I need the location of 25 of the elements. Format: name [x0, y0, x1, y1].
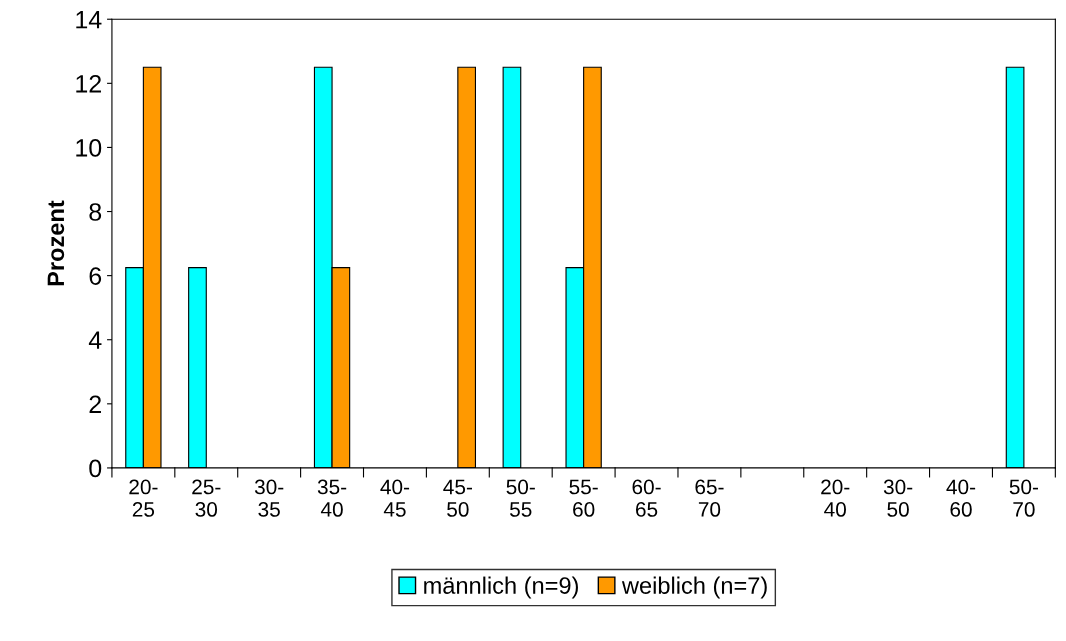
x-tick-label: 30- 35	[254, 479, 284, 517]
y-tick-label: 14	[76, 11, 102, 29]
x-tick-label: 50- 55	[506, 479, 535, 517]
x-tick-label: 20- 40	[821, 479, 850, 517]
y-tick-label: 2	[89, 395, 101, 413]
y-tick-label: 0	[89, 459, 102, 478]
legend-label: weiblich (n=7)	[621, 576, 767, 599]
x-tick-label: 55- 60	[569, 479, 598, 517]
y-tick-label: 8	[89, 203, 102, 221]
x-tick-label: 40- 60	[946, 479, 976, 517]
x-tick-label: 30- 50	[883, 479, 913, 517]
y-tick-label: 4	[88, 331, 102, 349]
y-axis-title: Prozent	[47, 200, 65, 286]
x-tick-label: 40- 45	[380, 479, 410, 517]
y-tick-label: 6	[89, 267, 102, 285]
x-tick-label: 45- 50	[443, 479, 472, 517]
x-tick-label: 50- 70	[1009, 479, 1039, 517]
y-tick-label: 10	[76, 139, 102, 157]
y-tick-label: 12	[76, 74, 101, 93]
x-tick-label: 25- 30	[192, 479, 221, 517]
x-tick-label: 20- 25	[129, 479, 158, 517]
x-tick-label: 65- 70	[695, 479, 724, 517]
x-tick-label: 60- 65	[632, 479, 661, 517]
legend-label: männlich (n=9)	[424, 576, 578, 599]
x-tick-label: 35- 40	[317, 479, 347, 517]
